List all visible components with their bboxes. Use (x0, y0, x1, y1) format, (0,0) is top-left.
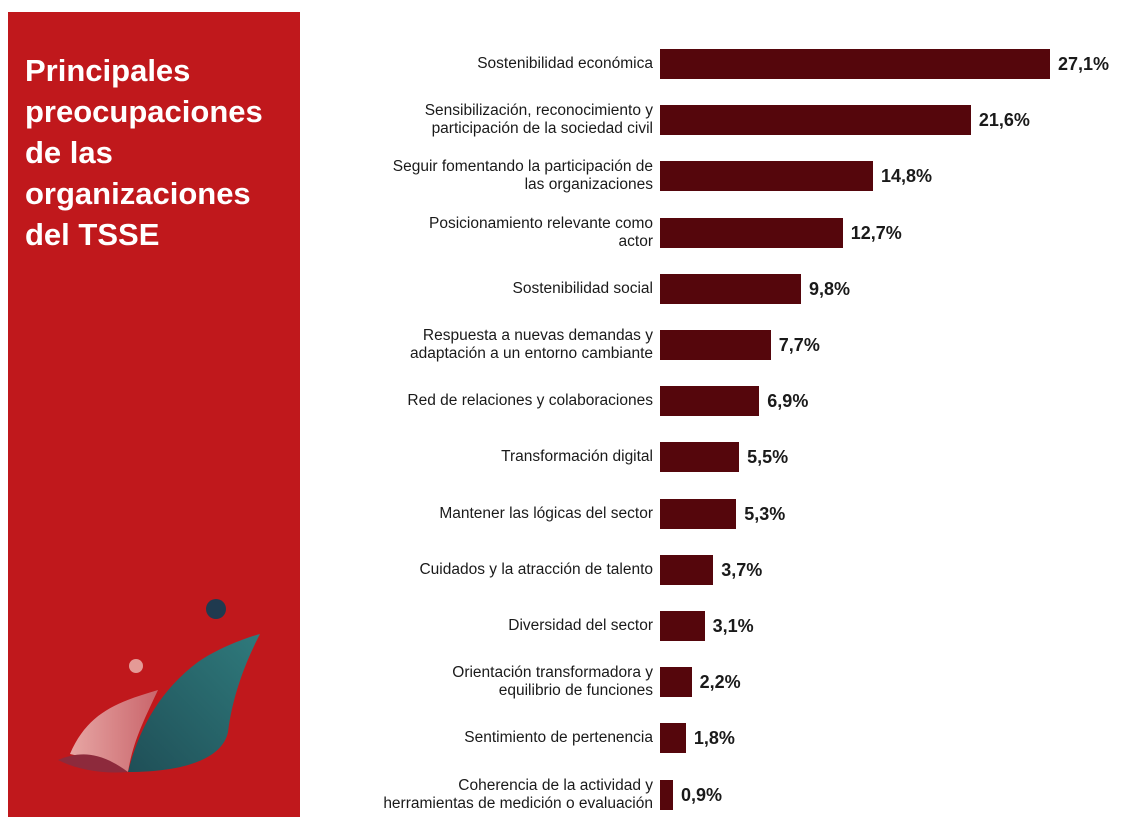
title-panel: Principales preocupaciones de las organi… (8, 12, 300, 817)
bar (660, 667, 692, 698)
category-label: Mantener las lógicas del sector (439, 504, 653, 522)
category-label: Posicionamiento relevante como actor (428, 214, 653, 250)
bar (660, 442, 740, 473)
category-label: Coherencia de la actividad y herramienta… (383, 776, 653, 812)
category-label: Diversidad del sector (508, 617, 653, 634)
abstract-ribbon-figure-logo-icon (58, 599, 260, 773)
category-label: Red de relaciones y colaboraciones (407, 392, 653, 410)
bar (660, 273, 802, 304)
bar (660, 723, 686, 754)
bar (660, 554, 714, 585)
category-label: Sensibilización, reconocimiento y partic… (424, 102, 653, 138)
value-label: 0,9% (680, 784, 722, 805)
value-label: 5,5% (747, 447, 789, 468)
bar (660, 779, 673, 810)
category-label: Seguir fomentando la participación de la… (392, 158, 653, 194)
value-label: 27,1% (1058, 54, 1110, 74)
bar (660, 161, 873, 192)
value-label: 7,7% (778, 335, 820, 355)
bar (660, 49, 1050, 79)
category-label: Cuidados y la atracción de talento (419, 560, 653, 578)
value-label: 3,1% (712, 616, 754, 636)
category-label: Sentimiento de pertenencia (464, 729, 653, 747)
bar (660, 611, 705, 641)
category-label: Sostenibilidad social (512, 279, 653, 297)
category-label: Respuesta a nuevas demandas y adaptación… (409, 327, 653, 362)
value-label: 12,7% (850, 222, 902, 243)
value-label: 3,7% (721, 559, 763, 580)
chart-title: Principales preocupaciones de las organi… (25, 53, 263, 252)
category-label: Sostenibilidad económica (477, 55, 653, 72)
value-label: 6,9% (767, 391, 809, 412)
value-label: 14,8% (880, 166, 933, 187)
category-label: Transformación digital (501, 448, 653, 466)
value-label: 5,3% (744, 503, 786, 524)
value-label: 9,8% (809, 278, 851, 299)
category-label: Orientación transformadora y equilibrio … (452, 664, 653, 700)
bar (660, 498, 737, 529)
value-label: 1,8% (693, 728, 735, 749)
value-label: 2,2% (699, 672, 741, 693)
bar (660, 217, 843, 248)
bar (660, 386, 760, 417)
bar (660, 105, 971, 136)
bar (660, 330, 771, 360)
value-label: 21,6% (978, 110, 1030, 131)
